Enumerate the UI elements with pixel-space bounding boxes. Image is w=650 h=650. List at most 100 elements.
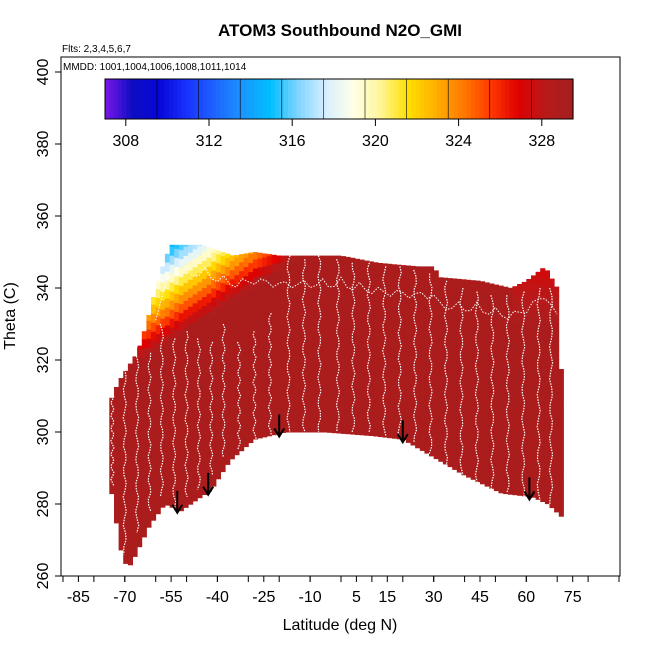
y-tick-label: 300 <box>35 419 52 446</box>
curtain-cell <box>456 346 462 356</box>
curtain-cell <box>197 254 203 265</box>
curtain-cell <box>341 415 347 425</box>
curtain-cell <box>160 417 166 427</box>
curtain-cell <box>114 396 120 407</box>
curtain-cell <box>456 364 462 374</box>
curtain-cell <box>197 335 203 346</box>
curtain-cell <box>493 427 499 438</box>
curtain-cell <box>424 390 430 400</box>
curtain-cell <box>540 447 546 457</box>
curtain-cell <box>141 356 147 367</box>
curtain-cell <box>442 454 448 465</box>
curtain-cell <box>137 510 143 521</box>
curtain-cell <box>280 378 286 388</box>
curtain-cell <box>354 407 360 417</box>
curtain-cell <box>461 447 467 458</box>
curtain-cell <box>202 476 208 486</box>
curtain-cell <box>114 477 120 488</box>
curtain-cell <box>164 379 170 389</box>
curtain-cell <box>271 407 277 418</box>
curtain-cell <box>470 407 476 417</box>
curtain-cell <box>419 297 425 307</box>
curtain-cell <box>229 278 235 289</box>
curtain-cell <box>243 392 249 403</box>
curtain-cell <box>220 273 226 284</box>
curtain-cell <box>257 266 263 277</box>
curtain-cell <box>137 420 143 431</box>
curtain-cell <box>132 502 138 512</box>
x-tick-label: -55 <box>160 589 183 606</box>
curtain-cell <box>540 294 546 304</box>
curtain-cell <box>225 320 231 330</box>
curtain-cell <box>262 274 268 285</box>
curtain-cell <box>387 293 393 304</box>
curtain-cell <box>243 293 249 304</box>
curtain-cell <box>276 298 282 309</box>
curtain-cell <box>151 340 157 350</box>
curtain-cell <box>215 451 221 462</box>
curtain-cell <box>382 365 388 375</box>
curtain-cell <box>484 387 490 397</box>
curtain-cell <box>266 255 272 266</box>
curtain-cell <box>169 489 175 499</box>
curtain-cell <box>280 414 286 424</box>
curtain-cell <box>151 403 157 413</box>
curtain-cell <box>447 367 453 378</box>
x-tick-label: 30 <box>425 589 443 606</box>
curtain-cell <box>327 279 333 289</box>
curtain-cell <box>424 318 430 328</box>
curtain-cell <box>484 324 490 334</box>
curtain-cell <box>410 364 416 374</box>
curtain-cell <box>401 268 407 279</box>
curtain-cell <box>378 427 384 438</box>
curtain-cell <box>132 520 138 530</box>
curtain-cell <box>373 337 379 347</box>
curtain-cell <box>109 457 115 468</box>
curtain-cell <box>410 427 416 437</box>
colorbar-cell <box>202 79 208 119</box>
colorbar-cell <box>449 79 455 119</box>
curtain-cell <box>503 439 509 450</box>
curtain-cell <box>239 306 245 317</box>
curtain-cell <box>294 255 300 262</box>
curtain-cell <box>183 354 189 364</box>
curtain-cell <box>308 405 314 415</box>
colorbar-cell <box>479 79 485 119</box>
curtain-cell <box>211 378 217 388</box>
curtain-cell <box>271 299 277 310</box>
curtain-cell <box>155 441 161 452</box>
curtain-cell <box>535 481 541 491</box>
curtain-cell <box>368 336 374 346</box>
curtain-cell <box>368 264 374 274</box>
curtain-cell <box>452 278 458 281</box>
curtain-cell <box>429 365 435 376</box>
curtain-cell <box>512 341 518 352</box>
curtain-cell <box>141 437 147 448</box>
curtain-cell <box>234 364 240 375</box>
curtain-cell <box>438 290 444 300</box>
curtain-cell <box>429 338 435 349</box>
curtain-cell <box>466 378 472 388</box>
curtain-cell <box>285 297 291 307</box>
flight-profile-track <box>412 269 418 443</box>
curtain-cell <box>253 349 259 359</box>
curtain-cell <box>350 371 356 381</box>
curtain-cell <box>433 305 439 316</box>
curtain-cell <box>132 448 138 458</box>
curtain-cell <box>540 402 546 412</box>
curtain-cell <box>317 261 323 271</box>
curtain-cell <box>507 485 513 495</box>
curtain-cell <box>544 305 550 316</box>
curtain-cell <box>382 320 388 330</box>
curtain-cell <box>118 378 124 380</box>
curtain-cell <box>387 302 393 313</box>
curtain-cell <box>155 504 161 515</box>
curtain-cell <box>512 287 518 298</box>
curtain-cell <box>118 513 124 524</box>
curtain-cell <box>503 394 509 405</box>
curtain-cell <box>174 356 180 366</box>
curtain-cell <box>484 306 490 316</box>
curtain-cell <box>206 329 212 339</box>
curtain-cell <box>127 429 133 440</box>
curtain-cell <box>206 428 212 438</box>
